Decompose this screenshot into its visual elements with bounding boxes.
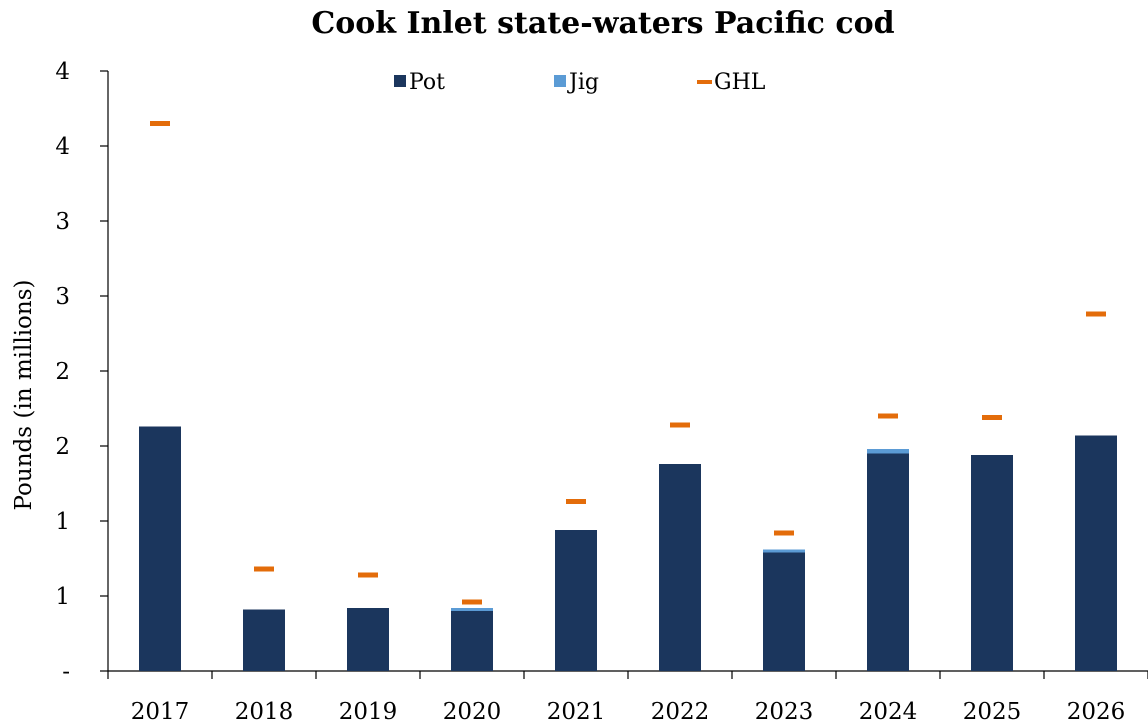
bars	[139, 426, 1117, 671]
marker-ghl-2017	[150, 121, 170, 126]
bar-pot-2026	[1075, 435, 1117, 671]
bar-pot-2025	[971, 455, 1013, 671]
y-tick-label: -	[62, 659, 70, 685]
marker-ghl-2023	[774, 530, 794, 536]
x-tick-label: 2020	[443, 699, 502, 725]
bar-pot-2022	[659, 464, 701, 671]
x-tick-label: 2017	[131, 699, 190, 725]
x-tick-label: 2018	[235, 699, 294, 725]
x-tick-label: 2021	[547, 699, 606, 725]
x-tick-label: 2026	[1067, 699, 1126, 725]
y-tick-label: 4	[55, 134, 70, 160]
legend-swatch-jig	[554, 75, 566, 87]
y-tick-label: 3	[55, 209, 70, 235]
marker-ghl-2019	[358, 572, 378, 578]
bar-pot-2021	[555, 530, 597, 671]
legend-swatch-pot	[394, 75, 406, 87]
marker-ghl-2026	[1086, 311, 1106, 317]
y-tick-label: 2	[55, 359, 70, 385]
legend-label-jig: Jig	[567, 70, 599, 95]
marker-ghl-2020	[462, 599, 482, 605]
legend-label-pot: Pot	[409, 70, 445, 95]
x-tick-label: 2023	[755, 699, 814, 725]
bar-pot-2017	[139, 426, 181, 671]
marker-ghl-2021	[566, 499, 586, 504]
y-tick-label: 1	[55, 509, 70, 535]
bar-pot-2019	[347, 608, 389, 671]
x-tick-label: 2022	[651, 699, 710, 725]
y-axis-label: Pounds (in millions)	[11, 280, 37, 511]
bar-pot-2024	[867, 453, 909, 671]
y-tick-label: 2	[55, 434, 70, 460]
y-tick-label: 3	[55, 284, 70, 310]
y-tick-label: 1	[55, 584, 70, 610]
x-tick-label: 2025	[963, 699, 1022, 725]
legend-label-ghl: GHL	[714, 70, 766, 95]
bar-jig-2020	[451, 608, 493, 611]
axes: - 1 1 2 2 3 3 4 4 2017 2018 2019 2020 2021 2022 2023 202…	[55, 59, 1148, 725]
bar-jig-2024	[867, 449, 909, 454]
bar-pot-2020	[451, 611, 493, 671]
bar-pot-2023	[763, 552, 805, 671]
legend-swatch-ghl	[697, 80, 712, 84]
marker-ghl-2025	[982, 415, 1002, 420]
marker-ghl-2024	[878, 413, 898, 419]
y-tick-label: 4	[55, 59, 70, 85]
marker-ghl-2018	[254, 566, 274, 572]
legend: Pot Jig GHL	[394, 70, 766, 95]
chart-title: Cook Inlet state-waters Pacific cod	[311, 6, 894, 41]
marker-ghl-2022	[670, 422, 690, 428]
x-tick-label: 2024	[859, 699, 918, 725]
bar-jig-2023	[763, 549, 805, 553]
ghl-markers	[150, 121, 1106, 605]
x-tick-label: 2019	[339, 699, 398, 725]
bar-pot-2018	[243, 609, 285, 671]
